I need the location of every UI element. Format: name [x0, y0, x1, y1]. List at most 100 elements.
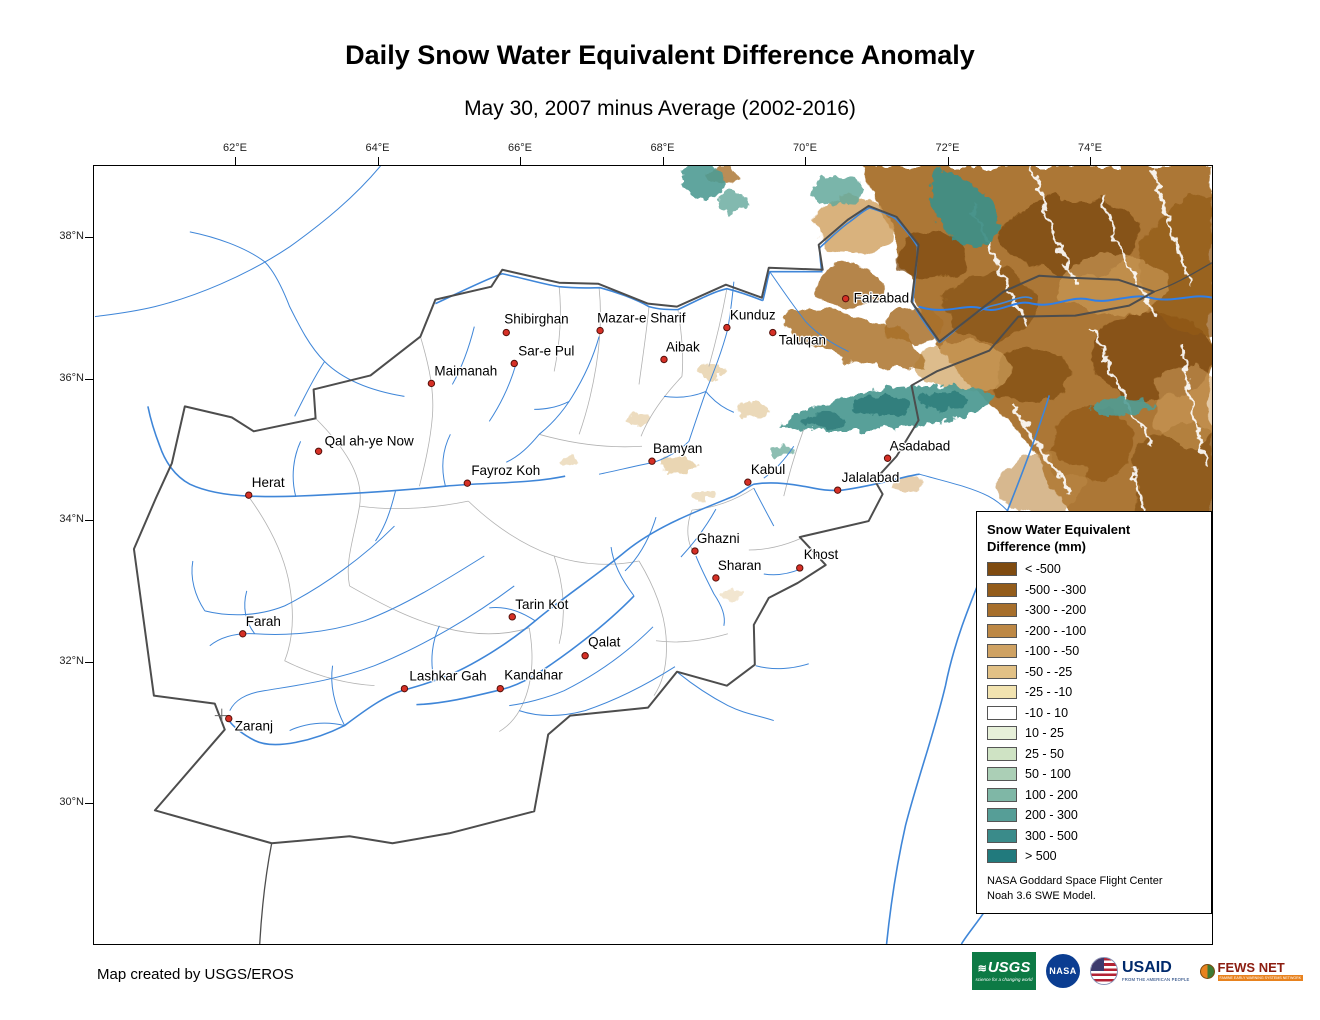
legend-swatch — [987, 664, 1017, 679]
legend-entry-label: 10 - 25 — [1025, 726, 1064, 741]
axis-tick — [377, 157, 379, 165]
legend-entry-label: 100 - 200 — [1025, 787, 1078, 802]
city-marker: Jalalabad — [833, 469, 901, 494]
city-label: Herat — [252, 475, 285, 490]
legend-entry-label: 50 - 100 — [1025, 767, 1071, 782]
legend-entry-label: -200 - -100 — [1025, 623, 1087, 638]
city-label: Farah — [246, 614, 281, 629]
city-dot — [833, 486, 842, 494]
city-dot — [463, 479, 472, 487]
city-marker: Kandahar — [496, 666, 564, 693]
latitude-label: 32°N — [59, 654, 84, 667]
usaid-flag-icon — [1090, 957, 1118, 985]
city-label: Bamyan — [653, 441, 702, 456]
legend-title-line1: Snow Water Equivalent — [987, 522, 1131, 537]
city-label: Zaranj — [235, 719, 273, 734]
legend-swatch — [987, 562, 1017, 577]
latitude-label: 30°N — [59, 796, 84, 808]
city-label: Fayroz Koh — [471, 463, 540, 478]
legend-source-line1: NASA Goddard Space Flight Center — [987, 875, 1163, 888]
city-dot — [314, 447, 323, 455]
legend-swatch — [987, 787, 1017, 802]
usaid-logo-icon: USAID FROM THE AMERICAN PEOPLE — [1090, 957, 1190, 985]
map-title: Daily Snow Water Equivalent Difference A… — [345, 40, 975, 70]
legend-swatch — [987, 705, 1017, 720]
nasa-logo-text: NASA — [1049, 966, 1077, 976]
city-dot — [648, 457, 656, 465]
city-marker: Qal ah-ye Now — [314, 432, 415, 455]
legend-swatch — [987, 582, 1017, 597]
axis-tick — [85, 378, 93, 380]
legend-swatch — [987, 828, 1017, 843]
latitude-label: 38°N — [59, 230, 84, 242]
axis-tick — [805, 157, 806, 165]
city-label: Ghazni — [697, 531, 740, 546]
city-dot — [239, 630, 247, 638]
city-dot — [796, 564, 804, 572]
legend-entry: -200 - -100 — [987, 623, 1201, 638]
legend-entry-label: -25 - -10 — [1025, 685, 1073, 700]
legend-swatch — [987, 644, 1017, 659]
usgs-tagline: science for a changing world — [975, 977, 1033, 982]
province-boundaries — [249, 286, 805, 732]
legend-title-line2: Difference (mm) — [987, 538, 1086, 554]
city-marker: Lashkar Gah — [400, 667, 488, 693]
city-dot — [723, 323, 731, 332]
longitude-label: 70°E — [793, 142, 817, 154]
city-label: Mazar-e Sharif — [597, 311, 686, 326]
city-dot — [245, 491, 253, 499]
city-dot — [712, 574, 720, 582]
axis-tick — [85, 237, 93, 238]
legend-entry: 100 - 200 — [987, 787, 1201, 802]
city-dot — [744, 478, 752, 486]
city-dot — [427, 379, 436, 388]
city-marker: Faizabad — [841, 289, 910, 307]
city-label: Qalat — [588, 635, 620, 650]
legend-entry-label: -500 - -300 — [1025, 582, 1087, 597]
fewsnet-logo-icon: FEWS NET FAMINE EARLY WARNING SYSTEMS NE… — [1199, 961, 1304, 982]
city-marker: Ghazni — [691, 530, 741, 555]
longitude-label: 64°E — [365, 142, 390, 154]
city-dot — [400, 684, 409, 693]
usaid-logo-text: USAID — [1122, 958, 1172, 976]
legend-swatch — [987, 746, 1017, 761]
city-dot — [508, 613, 516, 621]
city-label: Kabul — [751, 462, 785, 477]
longitude-label: 66°E — [508, 142, 532, 154]
legend-entry: 25 - 50 — [987, 746, 1201, 761]
legend-entry-label: 25 - 50 — [1025, 746, 1064, 761]
longitude-label: 74°E — [1078, 142, 1102, 154]
axis-tick — [85, 520, 93, 521]
legend-swatch — [987, 726, 1017, 741]
city-dot — [660, 355, 668, 364]
legend-entry: 50 - 100 — [987, 767, 1201, 782]
city-marker: Maimanah — [427, 362, 499, 388]
city-label: Asadabad — [890, 438, 951, 453]
legend-source-line2: Noah 3.6 SWE Model. — [987, 890, 1096, 903]
legend-entry-label: > 500 — [1025, 849, 1057, 864]
legend-entry: 300 - 500 — [987, 828, 1201, 843]
legend-title: Snow Water Equivalent Difference (mm) — [987, 522, 1201, 556]
city-label: Maimanah — [434, 363, 497, 378]
usgs-logo-text: ≋USGS — [977, 959, 1031, 976]
longitude-label: 68°E — [650, 142, 675, 154]
city-marker: Sharan — [712, 557, 763, 582]
city-label: Jalalabad — [842, 470, 900, 485]
map-frame: Faizabad Kunduz Taluqan Mazar-e Sharif Shibi… — [93, 165, 1213, 945]
legend-entry-label: -100 - -50 — [1025, 644, 1080, 659]
city-label: Kunduz — [730, 308, 776, 323]
legend-entry-label: -10 - 10 — [1025, 705, 1069, 720]
city-marker: Khost — [796, 546, 840, 572]
city-marker: Herat — [245, 474, 286, 499]
legend-entry-label: 200 - 300 — [1025, 808, 1078, 823]
legend-entry: 200 - 300 — [987, 808, 1201, 823]
city-dot — [510, 359, 518, 368]
latitude-label: 36°N — [59, 371, 84, 384]
axis-tick — [85, 803, 93, 804]
legend-swatch — [987, 623, 1017, 638]
city-label: Faizabad — [854, 291, 909, 306]
legend-entry-label: < -500 — [1025, 562, 1061, 577]
axis-tick — [85, 661, 93, 663]
